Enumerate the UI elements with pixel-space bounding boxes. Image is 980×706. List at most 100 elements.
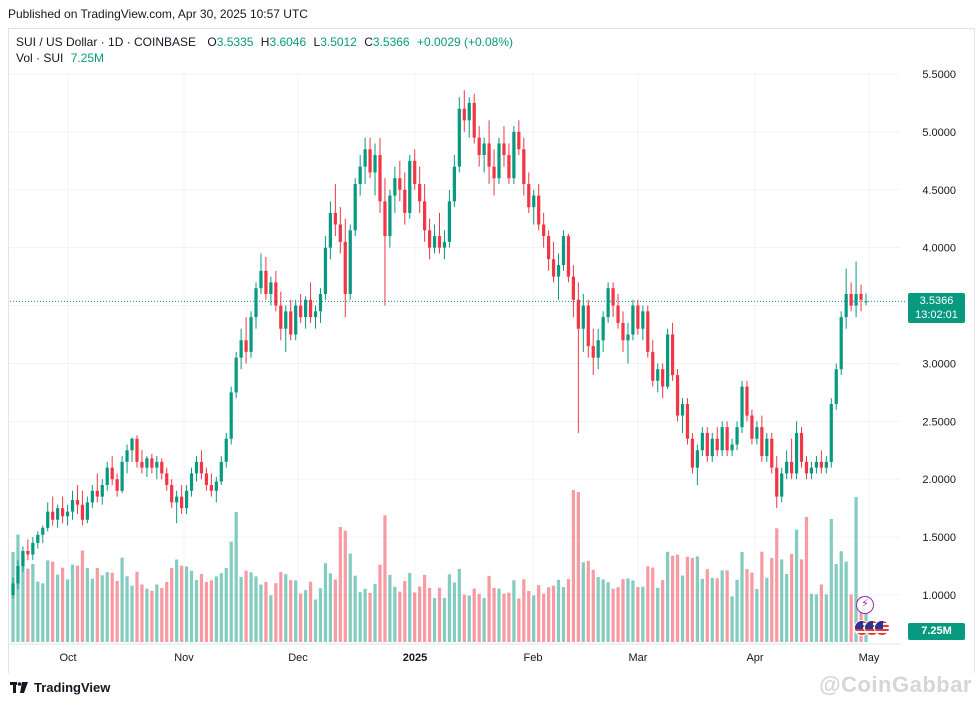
volume-bar [695, 556, 699, 642]
y-tick-label: 1.0000 [922, 590, 956, 602]
candle-body [160, 461, 164, 474]
volume-bar [353, 575, 357, 642]
last-price-tag: 3.5366 13:02:01 [908, 293, 965, 323]
candle-body [834, 369, 838, 404]
candle-body [155, 461, 159, 468]
open-value: 3.5335 [216, 35, 254, 49]
volume-bar [413, 592, 417, 642]
volume-bar [170, 568, 174, 642]
volume-bar [155, 584, 159, 642]
volume-label[interactable]: Vol · SUI [16, 51, 64, 65]
volume-bar [31, 564, 35, 642]
volume-bar [249, 572, 253, 642]
candle-body [626, 334, 630, 341]
candle-body [556, 265, 561, 277]
volume-bar [576, 492, 580, 642]
volume-bar [209, 580, 213, 642]
volume-bar [755, 589, 759, 642]
candle-body [462, 108, 466, 121]
volume-bar [180, 565, 184, 642]
candle-body [194, 461, 199, 474]
volume-bar [333, 579, 337, 642]
candle-body [576, 299, 580, 329]
candle-body [675, 375, 680, 416]
candle-body [785, 461, 789, 474]
candle-body [859, 293, 863, 300]
chart-legend: SUI / US Dollar · 1D · COINBASE O3.5335 … [16, 34, 513, 66]
volume-bar [780, 559, 784, 642]
volume-bar [512, 580, 516, 642]
volume-bar [264, 582, 268, 642]
volume-bar [313, 599, 318, 642]
candle-body [90, 490, 94, 503]
volume-bar [621, 579, 625, 642]
candle-body [388, 195, 392, 237]
candle-body [457, 108, 461, 167]
candle-body [472, 102, 476, 138]
candle-body [522, 149, 526, 184]
volume-bar [135, 571, 139, 642]
volume-bar [239, 576, 243, 642]
candle-body [170, 485, 174, 503]
candle-body [685, 403, 690, 439]
volume-bar [849, 594, 853, 642]
close-key: C [364, 35, 373, 49]
volume-bar [140, 584, 144, 642]
candle-body [373, 155, 377, 173]
volume-bar [680, 575, 685, 642]
volume-bar [199, 574, 204, 642]
volume-bar [467, 595, 471, 642]
volume-bar [646, 566, 650, 642]
candle-body [641, 311, 645, 329]
candle-body [824, 461, 828, 468]
candle-body [695, 450, 699, 468]
candle-body [477, 137, 481, 156]
x-tick-label: Dec [288, 652, 308, 664]
volume-bar [685, 556, 690, 642]
volume-bar [641, 586, 645, 642]
candle-body [343, 241, 347, 294]
candle-body [11, 583, 15, 595]
volume-bar [75, 565, 80, 642]
volume-bar [799, 559, 804, 642]
volume-bar [789, 554, 794, 642]
volume-bar [735, 579, 739, 642]
candle-body [398, 178, 402, 190]
last-price-value: 3.5366 [919, 295, 954, 307]
volume-bar [517, 598, 521, 642]
volume-bar [571, 490, 576, 642]
x-tick-label: Feb [524, 652, 543, 664]
volume-bar [611, 588, 615, 642]
candle-body [115, 479, 119, 491]
volume-bar [720, 570, 724, 642]
candle-body [730, 444, 734, 451]
y-tick-label: 1.5000 [922, 532, 956, 544]
volume-row: Vol · SUI 7.25M [16, 50, 513, 66]
candle-body [224, 438, 228, 462]
flash-icon[interactable]: ⚡ [856, 596, 874, 614]
candle-body [591, 346, 595, 358]
volume-bar [110, 572, 114, 642]
candle-body [130, 438, 134, 451]
candle-body [274, 282, 278, 306]
candle-body [437, 236, 442, 248]
candle-body [794, 432, 799, 474]
candle-body [814, 461, 819, 468]
volume-bar [824, 594, 828, 642]
candle-body [269, 282, 273, 294]
symbol-label[interactable]: SUI / US Dollar · 1D · COINBASE [16, 35, 197, 49]
candle-body [775, 467, 779, 497]
us-flag-icon[interactable] [874, 620, 890, 636]
volume-value: 7.25M [70, 51, 105, 65]
volume-bar [492, 587, 496, 642]
x-tick-label: Nov [174, 652, 194, 664]
volume-bar [437, 587, 442, 642]
candle-body [581, 305, 585, 329]
tradingview-logo[interactable]: TradingView [10, 680, 110, 695]
change-value: +0.0029 (+0.08%) [416, 35, 514, 49]
volume-bar [323, 563, 328, 642]
candle-body [199, 461, 204, 474]
x-tick-label: 2025 [403, 652, 427, 664]
x-tick-label: May [859, 652, 880, 664]
